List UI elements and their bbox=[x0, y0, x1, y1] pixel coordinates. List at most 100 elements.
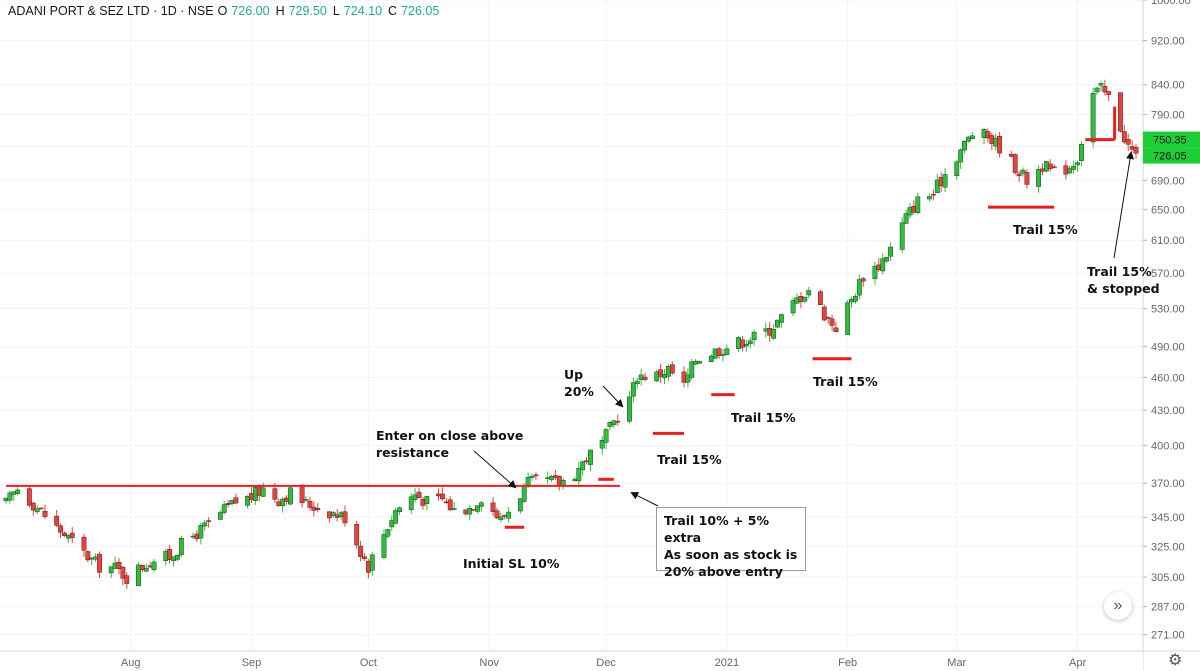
candle-down bbox=[930, 189, 936, 201]
time-tick-label: Aug bbox=[121, 657, 141, 669]
candle-body bbox=[389, 520, 395, 528]
candle-down bbox=[997, 131, 1003, 158]
candle-down bbox=[85, 550, 91, 563]
candle-body bbox=[467, 508, 473, 515]
candle-body bbox=[120, 566, 126, 579]
candle-body bbox=[478, 502, 484, 507]
candle-body bbox=[139, 565, 145, 571]
price-tick-label: 490.00 bbox=[1151, 342, 1185, 354]
candle-body bbox=[517, 498, 523, 512]
annotation-trail-stopped: Trail 15% & stopped bbox=[1087, 264, 1160, 296]
candle-body bbox=[178, 538, 184, 556]
candle-down bbox=[494, 507, 500, 520]
symbol-title[interactable]: ADANI PORT & SEZ LTD · 1D · NSE bbox=[8, 4, 214, 18]
candle-body bbox=[720, 354, 726, 356]
candle-up bbox=[330, 510, 336, 518]
candle-body bbox=[342, 511, 348, 524]
candle-body bbox=[1020, 169, 1026, 174]
candle-up bbox=[853, 293, 858, 304]
time-axis[interactable]: Aug Sep Oct Nov Dec 2021 Feb Mar Apr bbox=[0, 650, 1200, 671]
candle-body bbox=[724, 348, 730, 355]
candle-body bbox=[845, 302, 851, 335]
candle-up bbox=[708, 354, 714, 363]
price-tick-label: 305.00 bbox=[1151, 572, 1185, 584]
candle-body bbox=[771, 329, 777, 339]
candle-body bbox=[884, 257, 890, 262]
annotation-up-20: Up 20% bbox=[564, 367, 594, 399]
candle-down bbox=[615, 414, 621, 426]
open-value: 726.00 bbox=[231, 4, 270, 18]
candle-body bbox=[233, 497, 239, 504]
candle-body bbox=[856, 279, 862, 296]
candle-up bbox=[611, 419, 617, 428]
scroll-to-realtime-button[interactable]: » bbox=[1104, 592, 1132, 620]
candle-down bbox=[817, 289, 823, 306]
candle-up bbox=[1079, 141, 1084, 167]
candle-down bbox=[139, 565, 145, 572]
gear-icon[interactable]: ⚙ bbox=[1168, 652, 1183, 669]
high-label: H bbox=[275, 4, 285, 18]
time-tick-label: Sep bbox=[242, 657, 262, 669]
candle-body bbox=[151, 561, 157, 571]
candle-down bbox=[206, 517, 212, 528]
candle-body bbox=[85, 551, 91, 561]
candle-body bbox=[280, 498, 286, 507]
annotation-arrow bbox=[602, 385, 624, 408]
candle-body bbox=[779, 314, 784, 323]
candle-down bbox=[1102, 79, 1108, 96]
candle-up bbox=[178, 535, 184, 558]
candle-up bbox=[1067, 165, 1073, 175]
candle-body bbox=[42, 511, 48, 517]
candle-body bbox=[697, 361, 702, 364]
price-tick-label: 840.00 bbox=[1151, 80, 1185, 92]
price-tick-label: 400.00 bbox=[1151, 440, 1185, 452]
candle-up bbox=[779, 313, 784, 328]
price-tick-label: 530.00 bbox=[1151, 304, 1185, 316]
candle-body bbox=[245, 495, 250, 506]
candle-down bbox=[447, 495, 453, 511]
candle-up bbox=[724, 344, 730, 356]
low-value: 724.10 bbox=[343, 4, 383, 18]
candle-up bbox=[685, 368, 691, 388]
candle-body bbox=[54, 515, 60, 526]
candle-up bbox=[517, 498, 523, 514]
candle-body bbox=[658, 369, 664, 377]
candle-body bbox=[451, 508, 457, 510]
candle-body bbox=[927, 196, 932, 200]
candle-down bbox=[1012, 153, 1018, 175]
candle-down bbox=[1133, 143, 1139, 159]
time-tick-label: Apr bbox=[1069, 657, 1086, 669]
candle-body bbox=[1012, 154, 1018, 173]
candle-body bbox=[1036, 169, 1041, 187]
candle-down bbox=[821, 304, 827, 322]
candle-body bbox=[1094, 87, 1100, 93]
candle-body bbox=[634, 380, 640, 385]
candle-up bbox=[15, 486, 21, 496]
price-tick-label: 570.00 bbox=[1151, 268, 1185, 280]
chart-grid bbox=[0, 0, 1143, 651]
time-tick-label: 2021 bbox=[715, 657, 739, 669]
price-tick-label: 345.00 bbox=[1151, 512, 1185, 524]
price-axis[interactable]: 271.00 287.00 305.00 325.00 345.00 370.00 400.… bbox=[1142, 0, 1200, 671]
candle-body bbox=[802, 296, 808, 302]
price-tag bbox=[1143, 147, 1200, 164]
candle-body bbox=[549, 476, 554, 480]
candle-down bbox=[42, 504, 48, 520]
candle-down bbox=[740, 335, 745, 352]
candle-body bbox=[58, 525, 63, 533]
candle-body bbox=[685, 374, 691, 383]
candle-body bbox=[642, 376, 648, 380]
candle-up bbox=[888, 242, 893, 262]
candle-body bbox=[899, 222, 905, 250]
candle-up bbox=[506, 507, 512, 523]
candle-body bbox=[576, 467, 582, 482]
candle-up bbox=[7, 490, 13, 504]
candle-body bbox=[529, 476, 535, 478]
candle-down bbox=[54, 509, 60, 528]
candle-up bbox=[381, 528, 387, 560]
annotation-arrow bbox=[473, 450, 517, 489]
candle-down bbox=[1118, 92, 1123, 133]
candle-down bbox=[716, 346, 722, 359]
candle-down bbox=[416, 488, 422, 499]
